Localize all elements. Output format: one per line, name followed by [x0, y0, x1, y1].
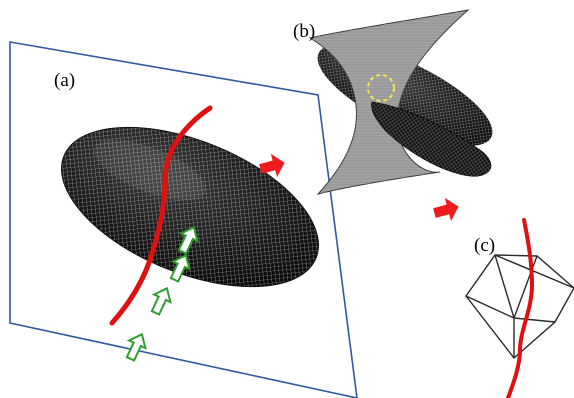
green-outline-arrow-icon	[150, 286, 172, 316]
red-curve-a	[109, 105, 213, 326]
ellipsoid-a	[61, 126, 319, 288]
red-block-arrow-icon	[433, 197, 459, 222]
red-curve-c	[506, 218, 535, 398]
panel-label-b: (b)	[293, 21, 316, 42]
surface-grid-b	[310, 10, 468, 194]
red-block-arrow-icon	[259, 153, 285, 178]
green-outline-arrow-icon	[177, 225, 199, 255]
panel-label-c: (c)	[474, 235, 496, 256]
green-outline-arrow-icon	[169, 253, 191, 283]
intersection-marker	[367, 74, 395, 102]
tetrahedral-mesh-c	[465, 254, 574, 360]
panel-label-a: (a)	[54, 70, 76, 91]
green-outline-arrow-icon	[125, 332, 147, 362]
